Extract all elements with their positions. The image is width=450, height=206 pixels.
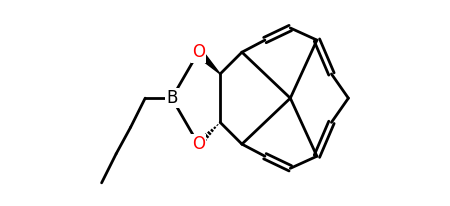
Text: B: B	[166, 89, 177, 107]
Text: O: O	[192, 43, 205, 61]
Polygon shape	[198, 53, 220, 74]
Text: O: O	[192, 135, 205, 153]
